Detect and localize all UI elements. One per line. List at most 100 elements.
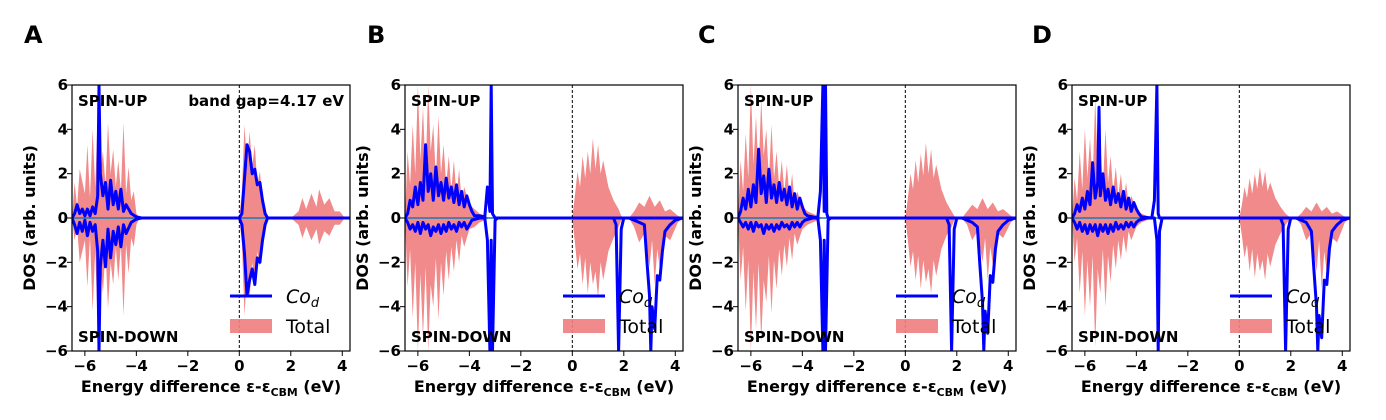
- legend-total-swatch: [896, 319, 938, 333]
- y-tick-label: 6: [724, 76, 734, 94]
- y-tick-label: 6: [58, 76, 68, 94]
- x-tick-label: −6: [1073, 357, 1096, 375]
- x-tick-label: −6: [73, 357, 96, 375]
- legend-cod-label: Cod: [1286, 286, 1320, 311]
- x-tick-label: 2: [952, 357, 962, 375]
- panel-letter: A: [24, 21, 43, 49]
- x-tick-label: 4: [1003, 357, 1013, 375]
- y-tick-label: −2: [378, 253, 401, 271]
- x-tick-label: 0: [1234, 357, 1244, 375]
- y-tick-label: −4: [711, 298, 734, 316]
- y-tick-label: 4: [724, 120, 734, 138]
- y-tick-label: −6: [378, 342, 401, 360]
- y-axis-label: DOS (arb. units): [1020, 145, 1039, 291]
- x-tick-label: 4: [337, 357, 347, 375]
- x-tick-label: −2: [1176, 357, 1199, 375]
- total-dos-up-area: [738, 85, 1016, 218]
- y-tick-label: 0: [1058, 209, 1068, 227]
- x-tick-label: −4: [791, 357, 814, 375]
- x-tick-label: 0: [900, 357, 910, 375]
- spin-up-label: SPIN-UP: [1078, 92, 1147, 110]
- x-tick-label: 0: [234, 357, 244, 375]
- legend-total-label: Total: [951, 316, 996, 338]
- y-tick-label: 2: [724, 165, 734, 183]
- spin-down-label: SPIN-DOWN: [744, 328, 844, 346]
- x-axis-label: Energy difference ε-εCBM (eV): [81, 377, 341, 399]
- y-tick-label: −2: [1045, 253, 1068, 271]
- legend-total-label: Total: [1285, 316, 1330, 338]
- x-axis-label: Energy difference ε-εCBM (eV): [747, 377, 1007, 399]
- y-tick-label: 0: [724, 209, 734, 227]
- y-tick-label: 2: [391, 165, 401, 183]
- spin-up-label: SPIN-UP: [411, 92, 480, 110]
- panel-c: C −6 −4 −2 0 2 4 −6 −4 −2 0 2 4 6 Energy difference ε-…: [686, 21, 1017, 399]
- y-tick-label: 0: [391, 209, 401, 227]
- y-tick-label: 4: [58, 120, 68, 138]
- total-dos-up-area: [405, 85, 683, 218]
- cod-dos-down-line: [738, 216, 1016, 351]
- x-tick-label: 4: [670, 357, 680, 375]
- y-tick-label: −2: [45, 253, 68, 271]
- plot-area: [1072, 85, 1350, 351]
- y-tick-label: −2: [711, 253, 734, 271]
- cod-dos-down-line: [72, 216, 350, 351]
- plot-area: [738, 85, 1016, 351]
- y-axis-label: DOS (arb. units): [20, 145, 39, 291]
- legend-total-swatch: [230, 319, 272, 333]
- total-dos-up-area: [72, 116, 350, 218]
- panel-b: B −6 −4 −2 0 2 4 −6 −4 −2 0 2 4 6 Energy difference ε-…: [353, 21, 684, 399]
- y-tick-label: −4: [378, 298, 401, 316]
- y-tick-label: −4: [45, 298, 68, 316]
- plot-area: [72, 85, 350, 351]
- y-tick-label: 2: [58, 165, 68, 183]
- x-tick-label: −2: [176, 357, 199, 375]
- y-tick-label: 4: [1058, 120, 1068, 138]
- x-tick-label: 2: [286, 357, 296, 375]
- y-tick-label: −6: [1045, 342, 1068, 360]
- x-axis-label: Energy difference ε-εCBM (eV): [414, 377, 674, 399]
- cod-dos-down-line: [1072, 216, 1350, 351]
- legend-cod-label: Cod: [286, 286, 320, 311]
- panel-letter: D: [1032, 21, 1052, 49]
- total-dos-down-area: [72, 218, 350, 325]
- y-tick-label: 2: [1058, 165, 1068, 183]
- x-tick-label: −6: [739, 357, 762, 375]
- legend-cod-label: Cod: [952, 286, 986, 311]
- x-tick-label: 2: [619, 357, 629, 375]
- panel-d: D −6 −4 −2 0 2 4 −6 −4 −2 0 2 4 6 Energy difference ε-…: [1020, 21, 1351, 399]
- legend-cod-label: Cod: [619, 286, 653, 311]
- panel-letter: C: [698, 21, 716, 49]
- y-axis-label: DOS (arb. units): [353, 145, 372, 291]
- cod-dos-up-line: [405, 85, 683, 220]
- x-tick-label: 2: [1286, 357, 1296, 375]
- legend-total-label: Total: [618, 316, 663, 338]
- y-tick-label: 6: [391, 76, 401, 94]
- legend-total-swatch: [563, 319, 605, 333]
- y-tick-label: 0: [58, 209, 68, 227]
- x-tick-label: −6: [406, 357, 429, 375]
- x-tick-label: −2: [509, 357, 532, 375]
- x-tick-label: 0: [567, 357, 577, 375]
- spin-down-label: SPIN-DOWN: [1078, 328, 1178, 346]
- spin-up-label: SPIN-UP: [744, 92, 813, 110]
- total-dos-up-area: [1072, 98, 1350, 218]
- x-tick-label: 4: [1337, 357, 1347, 375]
- y-tick-label: −6: [45, 342, 68, 360]
- legend-total-swatch: [1230, 319, 1272, 333]
- band-gap-annotation: band gap=4.17 eV: [188, 92, 344, 110]
- y-tick-label: −4: [1045, 298, 1068, 316]
- cod-dos-up-line: [738, 85, 1016, 220]
- spin-down-label: SPIN-DOWN: [78, 328, 178, 346]
- cod-dos-down-line: [405, 216, 683, 351]
- plot-area: [405, 85, 683, 351]
- y-tick-label: 6: [1058, 76, 1068, 94]
- legend-total-label: Total: [285, 316, 330, 338]
- x-tick-label: −4: [125, 357, 148, 375]
- x-tick-label: −4: [458, 357, 481, 375]
- spin-up-label: SPIN-UP: [78, 92, 147, 110]
- panel-letter: B: [367, 21, 385, 49]
- x-axis-label: Energy difference ε-εCBM (eV): [1081, 377, 1341, 399]
- cod-dos-up-line: [72, 85, 350, 220]
- x-tick-label: −2: [842, 357, 865, 375]
